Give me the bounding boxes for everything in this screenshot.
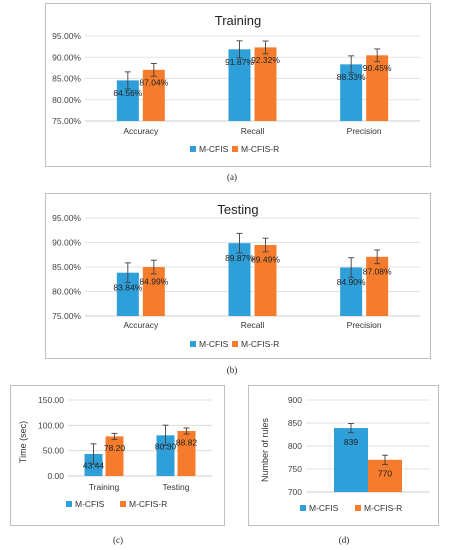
chart-c-bar [84, 453, 103, 476]
chart-d-ytick-label: 750 [288, 464, 302, 474]
chart-a-bar [142, 69, 165, 121]
chart-b-plot: 75.00%80.00%85.00%90.00%95.00%83.84%84.9… [52, 213, 420, 349]
chart-c-legend-swatch [120, 501, 126, 507]
chart-a-data-label: 90.45% [363, 63, 392, 73]
chart-a-legend-swatch [190, 146, 196, 152]
chart-a-data-label: 84.56% [113, 88, 142, 98]
chart-b-ytick-label: 80.00% [52, 287, 81, 297]
chart-a-ytick-label: 75.00% [52, 116, 81, 126]
chart-c-data-label: 43.44 [83, 460, 105, 470]
chart-b-ytick-label: 75.00% [52, 311, 81, 321]
chart-b-bar [116, 272, 139, 316]
chart-a-ytick-label: 95.00% [52, 31, 81, 41]
chart-d-plot: 700 750 800 850 900 839 770 M-CFIS M-CFIS-R [288, 395, 430, 513]
chart-b-ytick-label: 85.00% [52, 262, 81, 272]
chart-c-bar [156, 435, 175, 476]
chart-b-data-label: 89.87% [225, 253, 254, 263]
chart-b-legend-label: M-CFIS-R [241, 339, 279, 349]
chart-c-legend-swatch [66, 501, 72, 507]
chart-a-ytick-label: 90.00% [52, 52, 81, 62]
chart-b-data-label: 89.49% [251, 255, 280, 265]
chart-c-legend-label: M-CFIS [75, 499, 105, 509]
chart-c-caption: (c) [113, 535, 123, 545]
chart-d-ytick-label: 850 [288, 418, 302, 428]
chart-d-ytick-label: 700 [288, 487, 302, 497]
chart-a-legend-label: M-CFIS-R [241, 144, 279, 154]
chart-b-caption: (b) [227, 365, 238, 375]
chart-b-category-label: Precision [347, 320, 382, 330]
chart-c-ytick-label: 50.00 [43, 446, 65, 456]
chart-c-data-label: 88.82 [176, 437, 198, 447]
chart-d-caption: (d) [339, 535, 350, 545]
chart-a-legend-swatch [232, 146, 238, 152]
chart-b-legend-swatch [190, 341, 196, 347]
chart-c-ytick-label: 0.00 [47, 471, 64, 481]
chart-a-caption: (a) [227, 172, 237, 182]
chart-a-ytick-label: 80.00% [52, 95, 81, 105]
chart-b-bar [340, 267, 363, 316]
chart-a-data-label: 87.04% [139, 78, 168, 88]
chart-a-data-label: 92.32% [251, 55, 280, 65]
chart-a-bar [340, 64, 363, 121]
chart-a-plot: 75.00% 80.00% 85.00% 90.00% 95.00% 84.56%87.0… [52, 31, 420, 154]
chart-d-legend-swatch [300, 505, 306, 511]
chart-a-category-label: Accuracy [123, 126, 159, 136]
chart-d-legend-label: M-CFIS [309, 503, 339, 513]
chart-c-category-label: Training [89, 482, 120, 492]
chart-b-title: Testing [217, 202, 258, 217]
chart-b-legend-swatch [232, 341, 238, 347]
chart-b-data-label: 84.90% [337, 277, 366, 287]
chart-a-bar [228, 49, 251, 121]
chart-b-category-label: Recall [241, 320, 265, 330]
chart-d-legend-swatch [355, 505, 361, 511]
chart-a-category-label: Recall [241, 126, 265, 136]
chart-d-bar [368, 459, 402, 492]
chart-b-data-label: 84.99% [139, 277, 168, 287]
chart-b-bar [142, 267, 165, 316]
chart-c-ytick-label: 150.00 [38, 395, 64, 405]
chart-a-legend-label: M-CFIS [199, 144, 229, 154]
chart-d-ylabel: Number of rules [260, 417, 270, 482]
chart-b-bar [366, 256, 389, 316]
chart-c-ytick-label: 100.00 [38, 420, 64, 430]
chart-a-bar [254, 47, 277, 121]
chart-d-legend-label: M-CFIS-R [364, 503, 402, 513]
chart-b-category-label: Accuracy [123, 320, 159, 330]
chart-b-bar [254, 244, 277, 316]
chart-d-data-label: 839 [344, 437, 358, 447]
chart-a-bar [116, 80, 139, 121]
chart-d-ytick-label: 800 [288, 441, 302, 451]
chart-a-ytick-label: 85.00% [52, 74, 81, 84]
chart-b-ytick-label: 90.00% [52, 238, 81, 248]
chart-d-ytick-label: 900 [288, 395, 302, 405]
chart-c-category-label: Testing [163, 482, 190, 492]
chart-a-title: Training [215, 13, 261, 28]
chart-a-data-label: 88.33% [337, 72, 366, 82]
chart-c-plot: 0.00 50.00 100.00 150.00 43.44 78.20 Training 8… [38, 395, 212, 509]
chart-c-bar [105, 436, 124, 476]
chart-c-bar [177, 430, 196, 476]
chart-d-bar [334, 428, 368, 492]
chart-b-legend-label: M-CFIS [199, 339, 229, 349]
chart-b-ytick-label: 95.00% [52, 213, 81, 223]
chart-a-data-label: 91.87% [225, 57, 254, 67]
chart-c-legend-label: M-CFIS-R [129, 499, 167, 509]
chart-c-ylabel: Time (sec) [18, 421, 28, 463]
chart-c-data-label: 78.20 [104, 443, 126, 453]
chart-b-data-label: 83.84% [113, 282, 142, 292]
chart-c-data-label: 80.30 [155, 442, 177, 452]
chart-a-category-label: Precision [347, 126, 382, 136]
chart-b-data-label: 87.08% [363, 267, 392, 277]
chart-b-bar [228, 243, 251, 316]
chart-d-data-label: 770 [378, 469, 392, 479]
chart-a-bar [366, 55, 389, 121]
